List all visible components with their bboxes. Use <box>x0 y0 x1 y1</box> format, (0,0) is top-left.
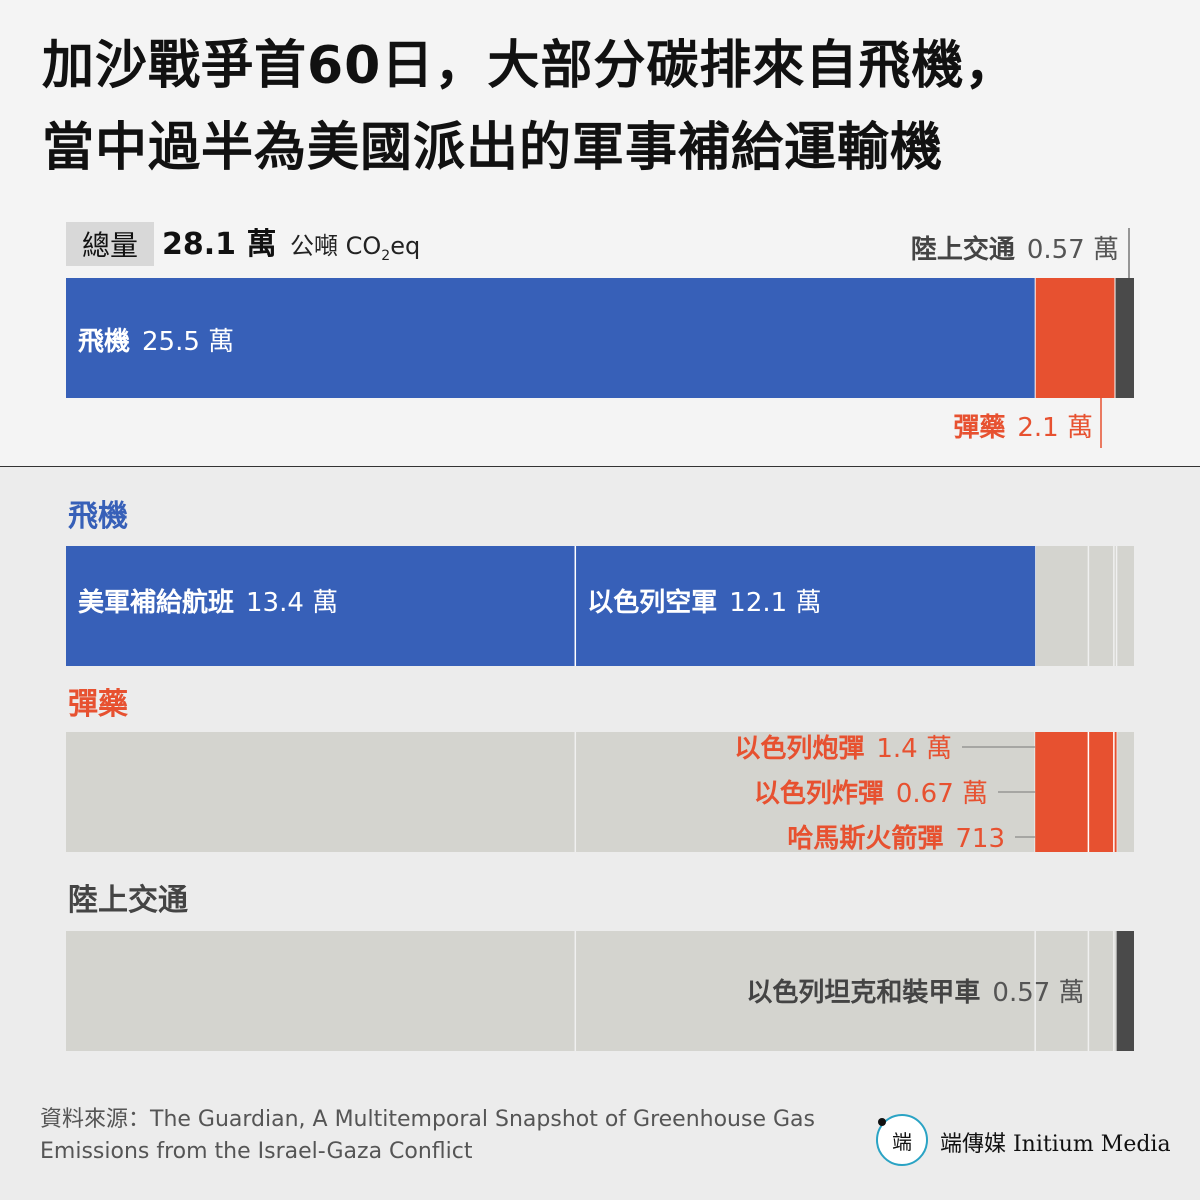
munitions-item-1-name: 以色列炸彈 <box>754 778 884 809</box>
munitions-item-0-value: 1.4 萬 <box>876 734 952 764</box>
source-note: 資料來源：The Guardian, A Multitemporal Snaps… <box>40 1107 815 1164</box>
aircraft-item-0-value: 13.4 萬 <box>246 588 338 618</box>
total-unit: 公噸 CO2eq <box>290 232 421 264</box>
aircraft-item-1-name: 以色列空軍 <box>587 587 717 618</box>
total-bar-segment <box>1114 278 1134 398</box>
breakdown-bar <box>66 546 576 666</box>
total-munitions-name: 彈藥 <box>953 413 1005 443</box>
munitions-item-2-name: 哈馬斯火箭彈 <box>787 823 943 854</box>
total-munitions-label: 彈藥 2.1 萬 <box>953 413 1093 443</box>
ground-item-0-value: 0.57 萬 <box>992 978 1084 1008</box>
total-ground-name: 陸上交通 <box>911 234 1015 265</box>
total-munitions-value: 2.1 萬 <box>1017 413 1093 443</box>
breakdown-bar <box>1088 732 1114 852</box>
breakdown-bar <box>1035 732 1089 852</box>
total-ground-value: 0.57 萬 <box>1027 235 1119 265</box>
chart-title-line1: 加沙戰爭首60日，大部分碳排來自飛機， <box>42 36 1018 96</box>
chart-title-line2: 當中過半為美國派出的軍事補給運輸機 <box>42 118 944 178</box>
row-background <box>66 732 1134 852</box>
total-bar-segment <box>1035 278 1115 398</box>
breakdown-bar <box>1116 931 1134 1051</box>
breakdown-bar <box>575 546 1036 666</box>
row-background <box>66 931 1134 1051</box>
brand-name: 端傳媒 Initium Media <box>940 1132 1171 1157</box>
section-title-aircraft: 飛機 <box>68 499 128 534</box>
section-title-munitions: 彈藥 <box>68 687 128 722</box>
total-ground-label: 陸上交通 0.57 萬 <box>911 234 1119 265</box>
total-aircraft-label: 飛機 25.5 萬 <box>78 327 234 357</box>
munitions-item-2-label: 哈馬斯火箭彈 713 <box>787 823 1005 854</box>
logo-dot-icon <box>878 1118 886 1126</box>
aircraft-item-1-value: 12.1 萬 <box>729 588 821 618</box>
munitions-item-2-value: 713 <box>955 824 1005 854</box>
total-aircraft-name: 飛機 <box>78 327 130 357</box>
aircraft-item-0-label: 美軍補給航班 13.4 萬 <box>78 587 338 618</box>
aircraft-item-1-label: 以色列空軍 12.1 萬 <box>587 587 821 618</box>
munitions-item-1-label: 以色列炸彈 0.67 萬 <box>754 778 988 809</box>
munitions-item-1-value: 0.67 萬 <box>896 779 988 809</box>
munitions-item-0-name: 以色列炮彈 <box>734 733 864 764</box>
total-bar-segment <box>66 278 1036 398</box>
total-aircraft-value: 25.5 萬 <box>142 327 234 357</box>
munitions-item-0-label: 以色列炮彈 1.4 萬 <box>734 733 952 764</box>
ground-item-0-label: 以色列坦克和裝甲車 0.57 萬 <box>746 977 1084 1008</box>
breakdown-bar <box>1113 732 1117 852</box>
section-title-ground: 陸上交通 <box>68 883 188 918</box>
ground-item-0-name: 以色列坦克和裝甲車 <box>746 977 980 1008</box>
aircraft-item-0-name: 美軍補給航班 <box>78 587 234 618</box>
total-tag: 總量 <box>66 222 154 266</box>
total-value: 28.1 萬 <box>162 227 277 262</box>
